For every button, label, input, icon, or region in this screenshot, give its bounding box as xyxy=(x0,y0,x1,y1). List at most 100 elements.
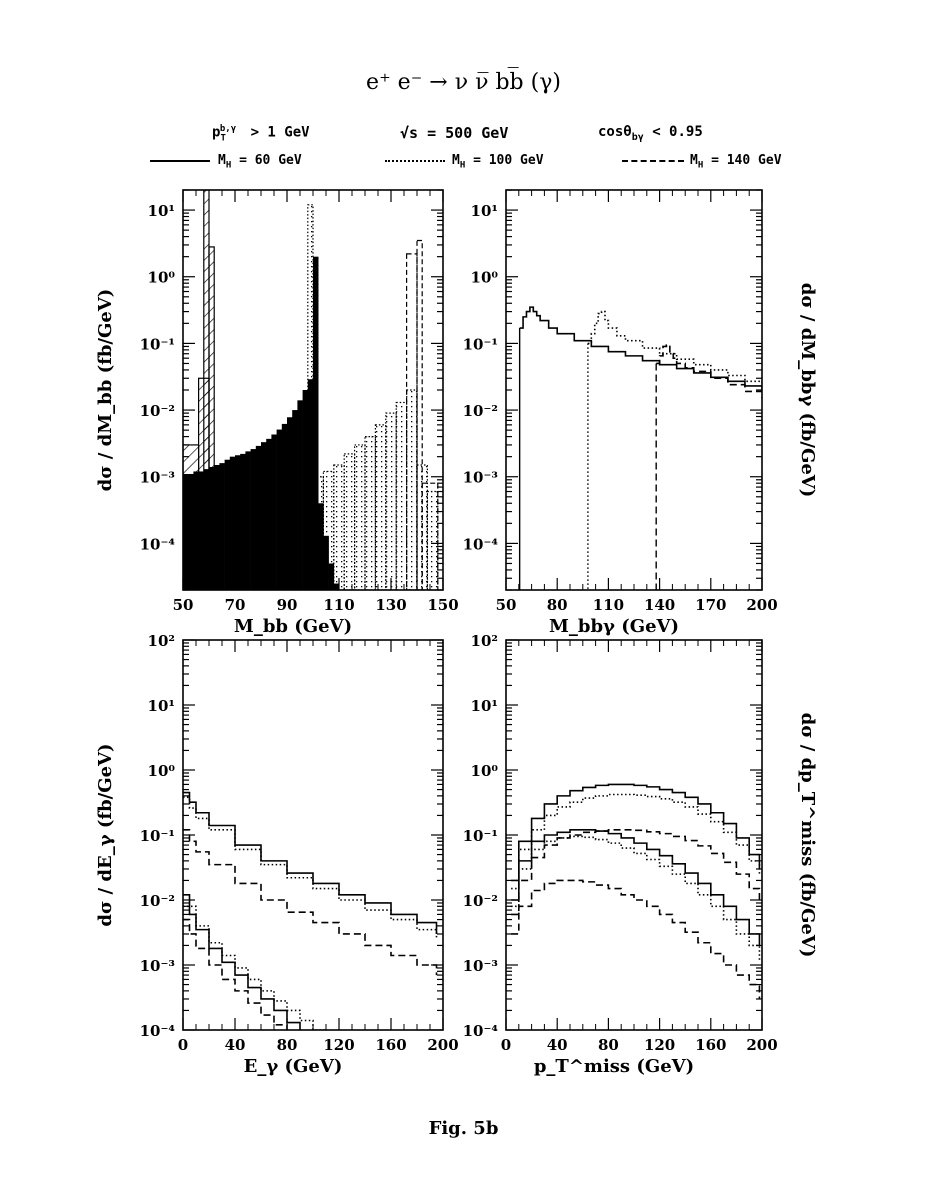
histogram-bin xyxy=(312,476,324,590)
y-tick-label: 10⁰ xyxy=(148,762,176,780)
x-tick-label: 130 xyxy=(375,596,406,614)
legend-entry-mh140: MH = 140 GeV xyxy=(690,153,782,171)
histogram-bar xyxy=(281,423,288,590)
histogram-bin xyxy=(416,239,423,590)
x-tick-label: 110 xyxy=(593,596,624,614)
series-line xyxy=(656,344,762,399)
legend-mh60-rest: = 60 GeV xyxy=(231,153,302,168)
histogram-bin xyxy=(406,389,418,590)
x-tick-label: 120 xyxy=(644,1036,675,1054)
histogram-bar xyxy=(240,453,246,590)
histogram-bin xyxy=(395,401,408,590)
histogram-bar xyxy=(224,459,231,590)
histogram-bar xyxy=(313,256,319,590)
histogram-bin xyxy=(333,464,345,590)
y-tick-label: 10¹ xyxy=(471,697,498,715)
histogram-bin xyxy=(406,253,418,590)
histogram-bar xyxy=(250,449,257,590)
pt-cut-label: pTb,γ > 1 GeV xyxy=(212,124,310,143)
legend-mh100-rest: = 100 GeV xyxy=(465,153,544,168)
cos-cut-label: cosθbγ < 0.95 xyxy=(598,124,703,143)
x-tick-label: 150 xyxy=(427,596,458,614)
y-tick-label: 10⁰ xyxy=(148,269,176,287)
series-line xyxy=(183,905,326,1030)
pt-symbol: p xyxy=(212,124,221,141)
figure-caption: Fig. 5b xyxy=(428,1118,499,1139)
series-line xyxy=(511,835,761,960)
x-tick-label: 110 xyxy=(323,596,354,614)
x-tick-label: 200 xyxy=(746,1036,777,1054)
histogram-bin xyxy=(322,470,335,590)
y-tick-label: 10⁻² xyxy=(140,402,175,420)
histogram-bar xyxy=(271,434,277,590)
y-tick-label: 10⁻⁴ xyxy=(463,1022,499,1040)
y-tick-label: 10⁻² xyxy=(463,892,498,910)
histogram-bar xyxy=(245,451,251,590)
legend-mh140-main: M xyxy=(690,153,698,168)
legend-entry-mh60: MH = 60 GeV xyxy=(218,153,302,171)
series-line xyxy=(511,793,761,890)
pt-subscript: T xyxy=(220,133,226,144)
series-line xyxy=(183,796,438,940)
y-tick-label: 10⁻³ xyxy=(463,469,498,487)
histogram-bar xyxy=(276,429,283,590)
sqrt-s-label: √s = 500 GeV xyxy=(400,124,509,142)
pt-superscript: b,γ xyxy=(219,124,237,134)
legend-mh100-main: M xyxy=(452,153,460,168)
y-axis-title: dσ / dM_bb (fb/GeV) xyxy=(95,289,116,492)
histogram-bin xyxy=(426,490,439,590)
x-tick-label: 160 xyxy=(695,1036,726,1054)
y-tick-label: 10⁰ xyxy=(471,762,499,780)
histogram-bar xyxy=(219,463,225,590)
y-tick-label: 10⁻¹ xyxy=(140,335,175,353)
x-tick-label: 120 xyxy=(323,1036,354,1054)
histogram-bin xyxy=(364,435,376,590)
y-tick-label: 10¹ xyxy=(148,697,175,715)
series-line xyxy=(511,783,761,882)
x-tick-label: 80 xyxy=(598,1036,619,1054)
y-tick-label: 10⁻³ xyxy=(463,957,498,975)
y-axis-title: dσ / dp_T^miss (fb/GeV) xyxy=(797,713,818,958)
x-tick-label: 40 xyxy=(225,1036,246,1054)
x-tick-label: 80 xyxy=(547,596,568,614)
y-tick-label: 10⁻³ xyxy=(140,469,175,487)
y-tick-label: 10⁻¹ xyxy=(140,827,175,845)
series-line xyxy=(511,879,761,999)
series-line xyxy=(511,829,761,946)
histogram-bar xyxy=(261,442,267,590)
y-tick-label: 10⁻¹ xyxy=(463,827,498,845)
legend-line-dashed xyxy=(622,160,684,162)
legend-line-dotted xyxy=(385,160,445,162)
panel-bottom-right: 10⁻⁴ 10⁻³ 10⁻² 10⁻¹ 10⁰ 10¹ 10² 0 40 80 120 160 200 p… xyxy=(463,632,818,1077)
x-tick-label: 80 xyxy=(277,1036,298,1054)
x-tick-label: 70 xyxy=(225,596,246,614)
legend-line-solid xyxy=(150,160,210,162)
x-axis-title: E_γ (GeV) xyxy=(244,1056,343,1077)
x-axis-title: M_bb (GeV) xyxy=(234,616,352,637)
histogram-bin xyxy=(307,204,314,590)
histogram-bin xyxy=(374,424,387,590)
x-axis-title: p_T^miss (GeV) xyxy=(534,1056,694,1077)
x-tick-label: 50 xyxy=(173,596,194,614)
series-line xyxy=(587,310,762,388)
legend-mh140-rest: = 140 GeV xyxy=(703,153,782,168)
histogram-bin xyxy=(354,444,366,590)
y-axis-title: dσ / dE_γ (fb/GeV) xyxy=(95,743,116,926)
legend-mh140-sub: H xyxy=(697,160,704,171)
panel-top-left: 10⁻⁴ 10⁻³ 10⁻² 10⁻¹ 10⁰ 10¹ 50 70 90 110 130 150 M_b… xyxy=(95,189,459,637)
plot-area xyxy=(183,791,438,1030)
series-line xyxy=(183,894,301,1030)
legend-mh60-main: M xyxy=(218,153,226,168)
y-tick-label: 10⁻³ xyxy=(140,957,175,975)
x-tick-label: 90 xyxy=(277,596,298,614)
histogram-bar xyxy=(229,456,236,590)
cos-cut-value: < 0.95 xyxy=(652,124,703,140)
histogram-bar xyxy=(235,455,241,590)
histogram-bar xyxy=(214,464,220,590)
panel-top-right: 10⁻⁴ 10⁻³ 10⁻² 10⁻¹ 10⁰ 10¹ 50 80 110 140 170 200 M_… xyxy=(463,189,818,637)
series-line xyxy=(183,918,288,1030)
histogram-bar xyxy=(287,417,293,590)
series-line xyxy=(183,829,438,976)
histogram-bin xyxy=(183,444,200,590)
x-tick-label: 200 xyxy=(746,596,777,614)
